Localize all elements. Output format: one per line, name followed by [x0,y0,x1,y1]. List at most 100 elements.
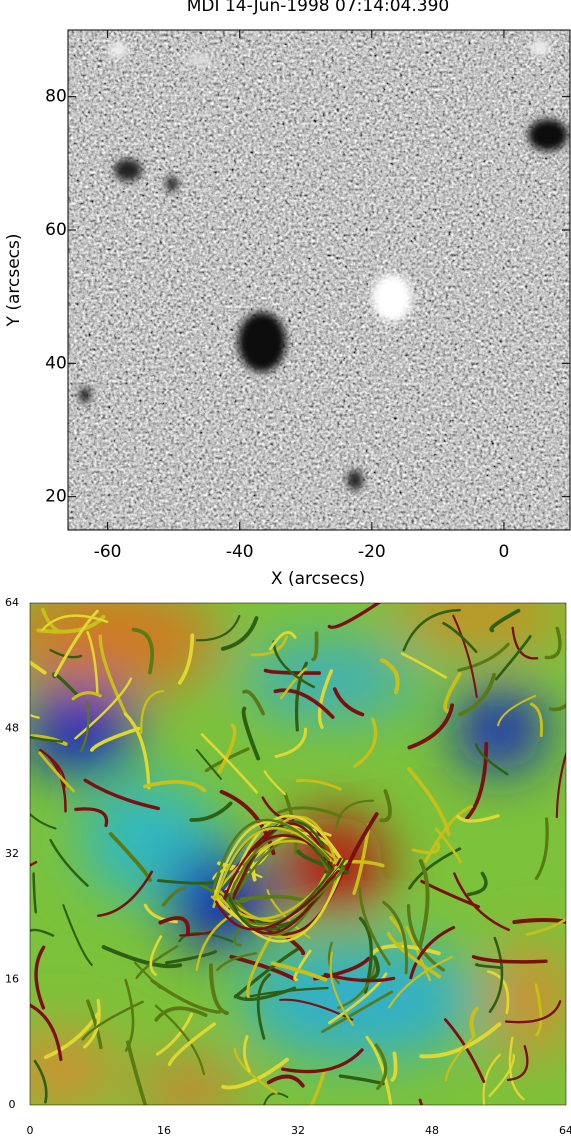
field-line [241,706,261,761]
field-line [508,1036,525,1101]
field-line [379,658,400,695]
x-tick-label: -60 [94,542,122,562]
field-line [534,983,543,1037]
field-line [511,626,539,660]
field-line [195,749,222,780]
field-line [327,603,382,629]
field-line [329,951,354,1026]
field-line [161,886,187,907]
field-line [239,894,307,903]
field-line [229,954,297,981]
y-tick-label: 80 [45,87,67,107]
field-line [379,789,392,823]
field-line [155,1012,194,1056]
magnetogram [68,30,570,530]
field-line [214,869,340,931]
field-line [456,814,500,823]
x-tick-label: 0 [499,542,510,562]
field-line [32,872,38,914]
field-line [506,1045,529,1082]
field-line [34,945,46,1010]
field-line [335,799,375,830]
field-line [530,702,544,738]
y-tick-label: 40 [45,353,67,373]
field-line [337,956,378,1010]
field-line [126,1040,148,1105]
field-line [365,1035,393,1105]
field-line [494,634,532,681]
x-tick-label: 48 [425,1124,439,1137]
field-line [442,621,478,653]
field-line [406,904,446,972]
field-line [419,1022,502,1059]
chart-title: MDI 14-Jun-1998 07:14:04.390 [187,0,449,16]
field-line [30,660,47,675]
field-line [97,870,154,918]
field-line [150,978,221,1014]
field-line [488,1053,515,1097]
field-line [200,733,258,794]
field-line [471,955,548,964]
field-line [387,956,453,1009]
field-line [233,946,302,999]
field-line [178,932,234,943]
field-line [220,616,259,651]
field-line [311,631,319,662]
field-line [279,998,354,1021]
field-line [474,743,509,776]
field-line [263,668,321,675]
field-line [405,926,432,982]
field-line [270,961,328,982]
field-line [497,694,537,727]
field-line [30,928,55,937]
field-line [216,952,258,972]
y-tick-label: 0 [9,1098,16,1111]
field-lines [30,603,566,1105]
y-tick-label: 64 [5,596,19,609]
field-line [228,822,333,910]
field-line [123,712,151,790]
field-line [457,642,510,672]
field-line [434,827,463,864]
field-line [74,677,133,740]
field-line [418,859,430,948]
field-line [234,986,297,1002]
field-line [30,860,38,867]
y-tick-label: 20 [45,487,67,507]
field-line [273,688,335,719]
y-tick-label: 48 [5,722,19,735]
field-line [263,770,287,796]
field-line [62,904,93,966]
field-line [273,806,343,818]
field-line [386,931,442,979]
field-line [189,801,233,822]
plot-frame [67,29,571,531]
y-tick-label: 60 [45,220,67,240]
field-line [469,1006,479,1038]
field-line [343,812,379,875]
field-line [489,608,521,633]
field-map [30,603,566,1105]
y-tick-label: 32 [5,847,19,860]
field-line [158,916,190,937]
field-line [49,838,89,887]
field-line [327,941,340,985]
field-line [30,1003,63,1062]
field-line [402,608,462,652]
field-line [246,935,272,1000]
x-tick-label: 16 [157,1124,171,1137]
field-line [486,970,510,1015]
y-axis-label: Y (arcsecs) [4,234,24,328]
field-line [156,877,233,885]
field-line [525,917,566,936]
plot-frame [29,602,567,1106]
field-line [101,945,183,969]
field-line [534,817,549,881]
field-line [154,1006,208,1022]
field-line [475,962,504,970]
field-line [221,1057,289,1090]
field-line [71,691,102,701]
x-tick-label: 0 [27,1124,34,1137]
field-line [544,626,562,660]
